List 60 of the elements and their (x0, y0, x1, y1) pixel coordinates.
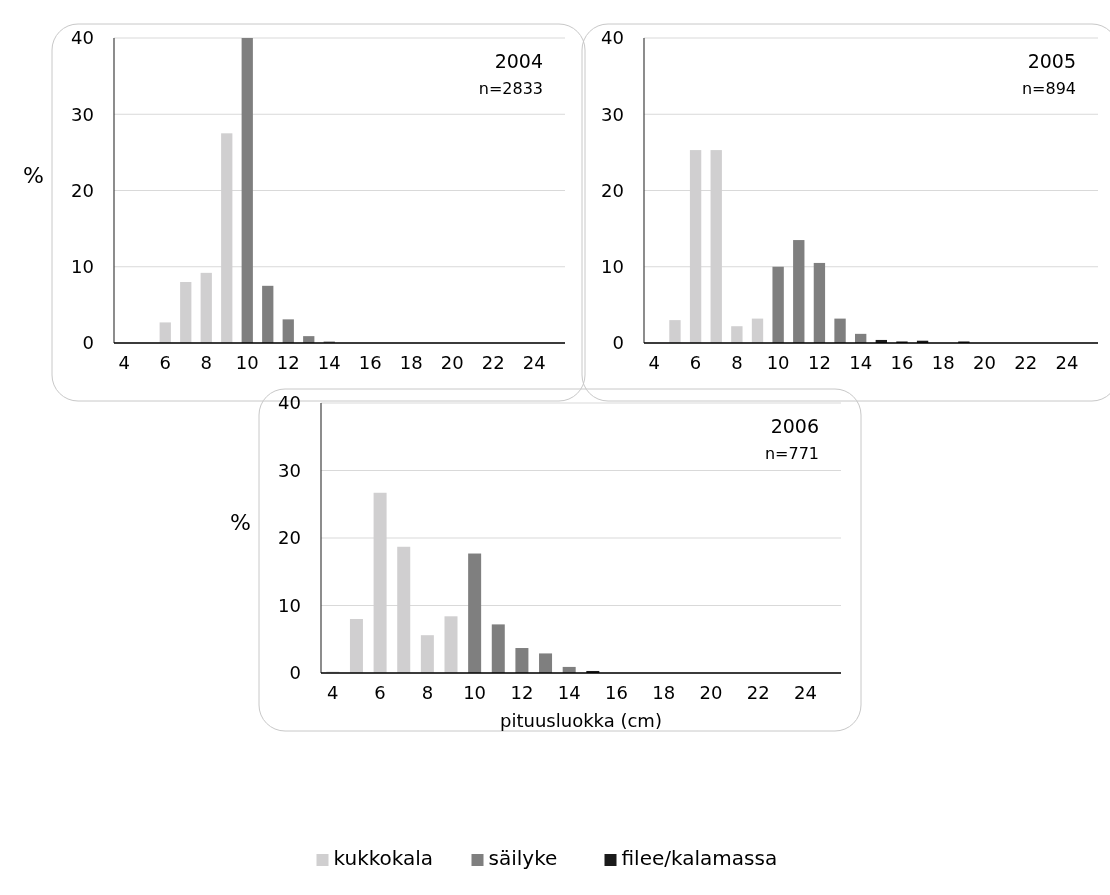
y-tick-label: 30 (278, 459, 301, 481)
y-tick-label: 40 (601, 27, 624, 49)
x-tick-label: 20 (973, 352, 996, 373)
y-tick-label: 40 (71, 27, 94, 49)
y-tick-label: 0 (612, 332, 624, 354)
x-tick-label: 12 (510, 682, 534, 703)
x-tick-label: 22 (1014, 352, 1038, 373)
x-tick-label: 14 (557, 682, 581, 703)
y-tick-label: 10 (601, 256, 624, 278)
x-tick-label: 20 (699, 682, 723, 703)
y-tick-label: 10 (278, 594, 301, 616)
x-axis-title: pituusluokka (cm) (500, 710, 662, 731)
x-tick-label: 24 (522, 352, 546, 373)
x-tick-label: 6 (159, 352, 171, 373)
y-tick-label: 40 (278, 392, 301, 414)
x-tick-label: 16 (890, 352, 914, 373)
text: n=771 (764, 444, 819, 463)
y-axis-title: % (230, 510, 251, 535)
x-tick-label: 6 (689, 352, 702, 373)
legend-label: säilyke (488, 846, 558, 870)
y-tick-label: 0 (289, 662, 301, 684)
x-tick-label: 22 (481, 352, 505, 373)
text: 2005 (1027, 50, 1076, 72)
legend-label: filee/kalamassa (621, 846, 778, 870)
x-tick-label: 12 (807, 352, 831, 373)
x-tick-label: 18 (399, 352, 423, 373)
text: n=2833 (478, 79, 543, 98)
text: 2006 (770, 415, 819, 437)
x-tick-label: 8 (731, 352, 743, 373)
text: 2004 (494, 50, 543, 72)
x-tick-label: 16 (605, 682, 628, 703)
x-tick-label: 18 (931, 352, 955, 373)
y-tick-label: 10 (71, 256, 94, 278)
x-tick-label: 24 (1055, 352, 1079, 373)
x-tick-label: 14 (849, 352, 873, 373)
x-tick-label: 10 (235, 352, 259, 373)
y-tick-label: 30 (601, 103, 624, 125)
x-tick-label: 18 (652, 682, 676, 703)
x-tick-label: 12 (276, 352, 300, 373)
x-tick-label: 20 (440, 352, 464, 373)
legend-label: kukkokala (333, 846, 434, 870)
x-tick-label: 10 (766, 352, 790, 373)
x-tick-label: 8 (200, 352, 212, 373)
y-axis-title: % (23, 162, 44, 188)
x-tick-label: 8 (421, 682, 434, 703)
text: n=894 (1021, 79, 1076, 98)
x-tick-label: 4 (118, 352, 130, 373)
x-tick-label: 6 (374, 682, 386, 703)
y-tick-label: 30 (71, 103, 94, 125)
y-tick-label: 20 (601, 179, 624, 201)
x-tick-label: 10 (463, 682, 487, 703)
x-tick-label: 16 (358, 352, 382, 373)
x-tick-label: 24 (794, 682, 817, 703)
x-tick-label: 4 (648, 352, 661, 373)
x-tick-label: 22 (746, 682, 770, 703)
y-tick-label: 20 (278, 527, 301, 549)
y-tick-label: 20 (71, 179, 94, 201)
x-tick-label: 14 (317, 352, 341, 373)
y-tick-label: 0 (82, 332, 94, 354)
x-tick-label: 4 (327, 682, 339, 703)
